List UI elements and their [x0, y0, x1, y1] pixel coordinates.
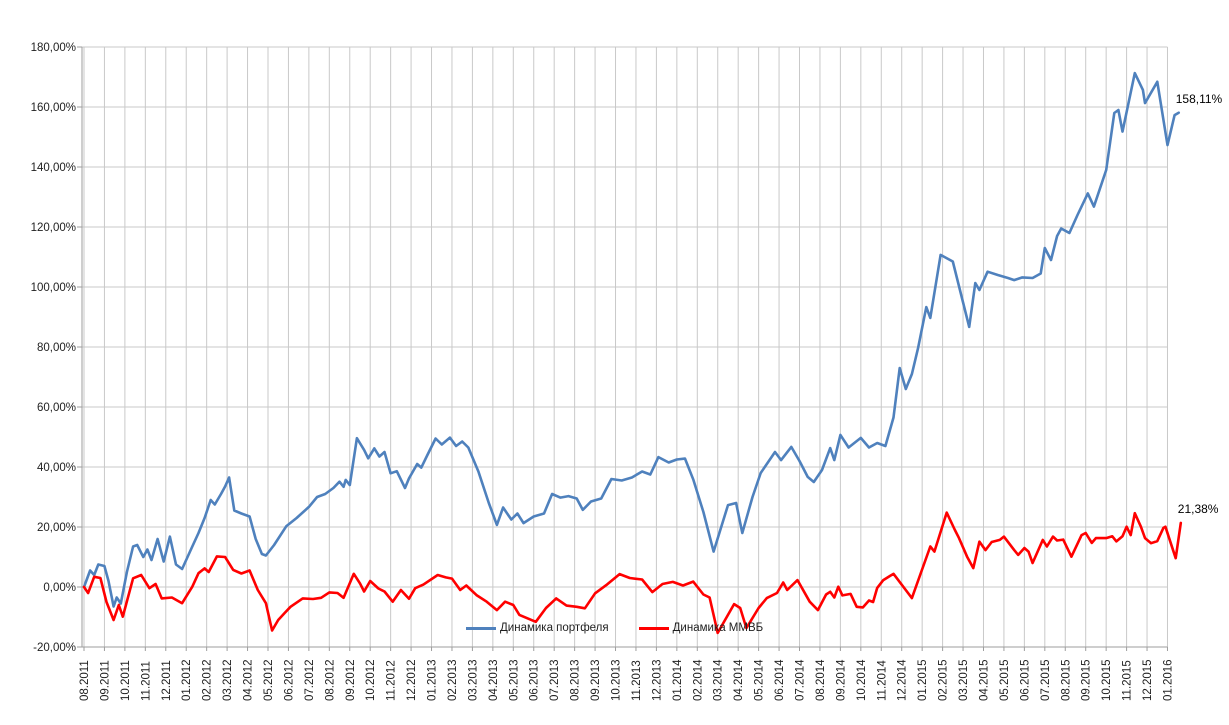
svg-text:12.2015: 12.2015: [1142, 659, 1154, 701]
svg-text:11.2014: 11.2014: [876, 660, 888, 701]
svg-text:02.2014: 02.2014: [692, 659, 704, 701]
svg-text:10.2013: 10.2013: [611, 659, 623, 701]
svg-text:01.2015: 01.2015: [917, 659, 929, 701]
svg-text:140,00%: 140,00%: [31, 162, 76, 174]
svg-text:05.2015: 05.2015: [999, 659, 1011, 701]
svg-text:04.2015: 04.2015: [978, 659, 990, 701]
svg-text:06.2013: 06.2013: [529, 659, 541, 701]
svg-text:05.2012: 05.2012: [263, 659, 275, 701]
svg-text:180,00%: 180,00%: [31, 42, 76, 54]
svg-text:10.2011: 10.2011: [120, 660, 132, 701]
svg-text:12.2012: 12.2012: [406, 659, 418, 701]
svg-text:06.2014: 06.2014: [774, 659, 786, 701]
svg-text:100,00%: 100,00%: [31, 282, 76, 294]
svg-text:08.2011: 08.2011: [79, 660, 91, 701]
svg-text:03.2013: 03.2013: [467, 659, 479, 701]
svg-text:12.2013: 12.2013: [651, 659, 663, 701]
svg-text:09.2012: 09.2012: [345, 659, 357, 701]
svg-text:11.2015: 11.2015: [1122, 660, 1134, 701]
svg-text:01.2012: 01.2012: [181, 659, 193, 701]
legend-line-portfolio-swatch: [466, 626, 496, 630]
legend-item-portfolio: Динамика портфеля: [466, 622, 609, 634]
svg-text:20,00%: 20,00%: [37, 522, 76, 534]
svg-text:08.2015: 08.2015: [1060, 659, 1072, 701]
svg-text:80,00%: 80,00%: [37, 342, 76, 354]
svg-text:05.2014: 05.2014: [754, 659, 766, 701]
svg-text:04.2013: 04.2013: [488, 659, 500, 701]
svg-text:01.2014: 01.2014: [672, 659, 684, 701]
svg-text:160,00%: 160,00%: [31, 102, 76, 114]
svg-text:120,00%: 120,00%: [31, 222, 76, 234]
legend-label-portfolio: Динамика портфеля: [500, 622, 609, 634]
svg-text:09.2014: 09.2014: [835, 659, 847, 701]
svg-text:11.2011: 11.2011: [140, 661, 152, 701]
svg-text:11.2012: 11.2012: [386, 660, 398, 701]
svg-text:-20,00%: -20,00%: [33, 642, 76, 654]
svg-text:40,00%: 40,00%: [37, 462, 76, 474]
svg-text:04.2012: 04.2012: [243, 659, 255, 701]
svg-text:07.2014: 07.2014: [795, 659, 807, 701]
svg-text:11.2013: 11.2013: [631, 660, 643, 701]
svg-text:01.2013: 01.2013: [427, 659, 439, 701]
svg-text:03.2014: 03.2014: [713, 659, 725, 701]
svg-text:02.2012: 02.2012: [202, 659, 214, 701]
svg-text:0,00%: 0,00%: [43, 582, 76, 594]
svg-text:06.2015: 06.2015: [1019, 659, 1031, 701]
svg-text:02.2013: 02.2013: [447, 659, 459, 701]
svg-text:03.2015: 03.2015: [958, 659, 970, 701]
chart-legend: Динамика портфеля Динамика ММВБ: [466, 622, 763, 634]
svg-text:07.2013: 07.2013: [549, 659, 561, 701]
svg-text:08.2012: 08.2012: [324, 659, 336, 701]
svg-text:12.2011: 12.2011: [161, 660, 173, 701]
svg-text:03.2012: 03.2012: [222, 659, 234, 701]
svg-text:09.2011: 09.2011: [99, 660, 111, 701]
legend-line-micex-swatch: [638, 626, 669, 630]
end-label-1: 21,38%: [1177, 501, 1219, 516]
legend-item-micex: Динамика ММВБ: [638, 622, 764, 634]
svg-text:10.2012: 10.2012: [365, 659, 377, 701]
svg-text:02.2015: 02.2015: [938, 659, 950, 701]
svg-text:60,00%: 60,00%: [37, 402, 76, 414]
svg-text:10.2015: 10.2015: [1101, 659, 1113, 701]
svg-text:06.2012: 06.2012: [283, 659, 295, 701]
legend-label-micex: Динамика ММВБ: [672, 622, 764, 634]
svg-text:07.2012: 07.2012: [304, 659, 316, 701]
svg-text:08.2014: 08.2014: [815, 659, 827, 701]
svg-text:05.2013: 05.2013: [508, 659, 520, 701]
svg-text:09.2013: 09.2013: [590, 659, 602, 701]
end-label-0: 158,11%: [1175, 91, 1223, 106]
svg-text:04.2014: 04.2014: [733, 659, 745, 701]
svg-text:01.2016: 01.2016: [1162, 659, 1174, 701]
svg-text:12.2014: 12.2014: [897, 659, 909, 701]
svg-text:07.2015: 07.2015: [1040, 659, 1052, 701]
svg-text:10.2014: 10.2014: [856, 659, 868, 701]
svg-text:08.2013: 08.2013: [570, 659, 582, 701]
svg-text:09.2015: 09.2015: [1081, 659, 1093, 701]
